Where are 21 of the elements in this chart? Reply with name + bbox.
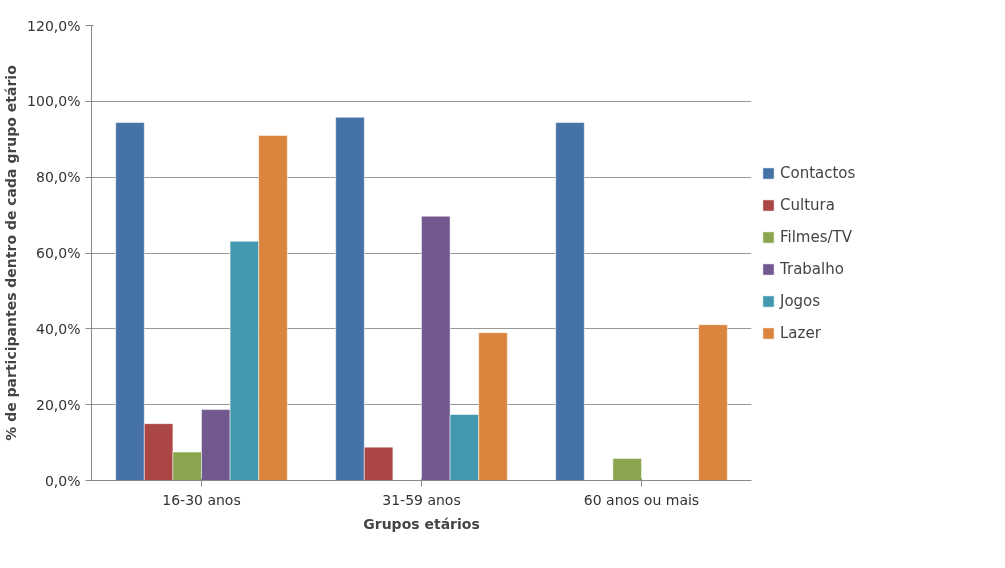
x-tick-label: 60 anos ou mais	[583, 491, 700, 508]
y-tick-label: 20,0%	[36, 396, 81, 413]
y-tick-label: 100,0%	[27, 93, 81, 110]
bar	[555, 122, 585, 481]
bar	[612, 458, 642, 481]
x-tick-label: 16-30 anos	[162, 491, 241, 508]
y-tick-label: 80,0%	[36, 169, 81, 186]
x-axis-title: Grupos etários	[363, 515, 480, 532]
y-tick-label: 0,0%	[44, 472, 81, 489]
legend-label: Cultura	[780, 195, 835, 214]
legend-label: Trabalho	[780, 259, 844, 278]
legend-label: Jogos	[780, 291, 821, 310]
y-tick-label: 40,0%	[36, 320, 81, 337]
y-tick-label: 120,0%	[27, 17, 81, 34]
bar	[698, 324, 728, 481]
x-tick-label: 31-59 anos	[382, 491, 461, 508]
legend-label: Lazer	[780, 323, 821, 342]
y-tick-label: 60,0%	[36, 245, 81, 261]
y-axis-title: % de participantes dentro de cada grupo etário	[3, 64, 20, 441]
legend-label: Contactos	[780, 163, 856, 182]
legend-label: Filmes/TV	[780, 227, 853, 246]
